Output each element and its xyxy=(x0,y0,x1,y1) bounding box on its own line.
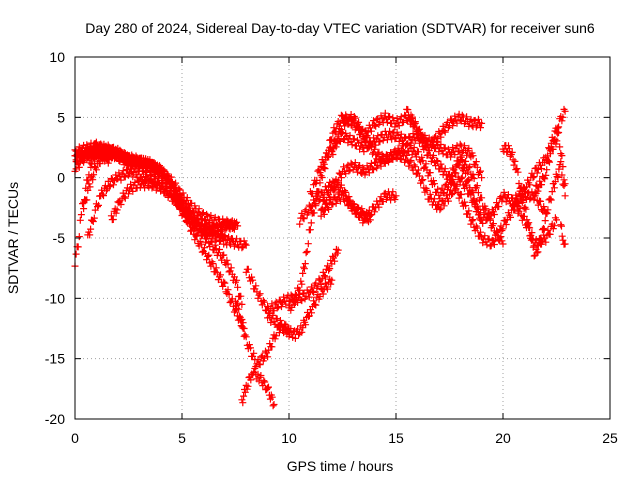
x-axis-title: GPS time / hours xyxy=(287,458,394,474)
y-tick-label: 5 xyxy=(57,109,65,125)
x-tick-label: 10 xyxy=(281,430,297,446)
x-tick-label: 25 xyxy=(602,430,618,446)
series-points xyxy=(264,275,336,342)
series-track-9 xyxy=(238,365,278,410)
series-track-19 xyxy=(403,105,486,154)
series-track-8 xyxy=(107,176,229,243)
series-points xyxy=(238,365,278,410)
x-tick-label: 0 xyxy=(71,430,79,446)
series-points xyxy=(557,221,569,248)
y-tick-label: -20 xyxy=(45,411,65,427)
data-layer xyxy=(71,105,569,410)
series-track-24 xyxy=(531,129,569,196)
x-tick-label: 5 xyxy=(178,430,186,446)
y-axis-title: SDTVAR / TECUs xyxy=(5,182,21,294)
chart-title: Day 280 of 2024, Sidereal Day-to-day VTE… xyxy=(85,20,595,36)
series-track-18 xyxy=(317,188,374,226)
y-tick-label: 0 xyxy=(57,170,65,186)
y-tick-label: -5 xyxy=(53,230,66,246)
series-track-10 xyxy=(232,297,293,370)
y-tick-label: 10 xyxy=(49,49,65,65)
series-points xyxy=(232,297,293,370)
x-tick-label: 15 xyxy=(388,430,404,446)
series-points xyxy=(80,146,113,213)
series-track-6 xyxy=(80,146,113,213)
series-track-22 xyxy=(499,142,569,260)
series-track-25 xyxy=(557,221,569,248)
series-points xyxy=(317,188,374,226)
y-tick-label: -10 xyxy=(45,290,65,306)
axis-ticks: 0 5 10 15 20 25 10 5 0 -5 -10 -15 -20 xyxy=(45,49,618,446)
series-track-12 xyxy=(264,275,336,342)
series-points xyxy=(531,129,569,196)
series-points xyxy=(403,105,486,154)
series-points xyxy=(499,142,569,260)
y-tick-label: -15 xyxy=(45,351,65,367)
x-tick-label: 20 xyxy=(495,430,511,446)
series-points xyxy=(107,176,229,243)
